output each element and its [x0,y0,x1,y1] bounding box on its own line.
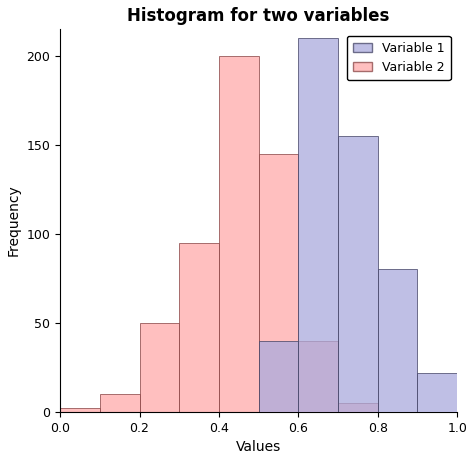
Bar [139,323,179,412]
Bar [298,38,338,412]
Bar [219,56,259,412]
X-axis label: Values: Values [236,440,281,454]
Title: Histogram for two variables: Histogram for two variables [128,7,390,25]
Bar [338,403,378,412]
Bar [100,394,139,412]
Legend: Variable 1, Variable 2: Variable 1, Variable 2 [347,35,451,80]
Bar [259,154,298,412]
Bar [378,269,418,412]
Bar [259,341,298,412]
Y-axis label: Frequency: Frequency [7,185,21,256]
Bar [298,341,338,412]
Bar [338,136,378,412]
Bar [60,408,100,412]
Bar [457,408,474,412]
Bar [418,372,457,412]
Bar [179,243,219,412]
